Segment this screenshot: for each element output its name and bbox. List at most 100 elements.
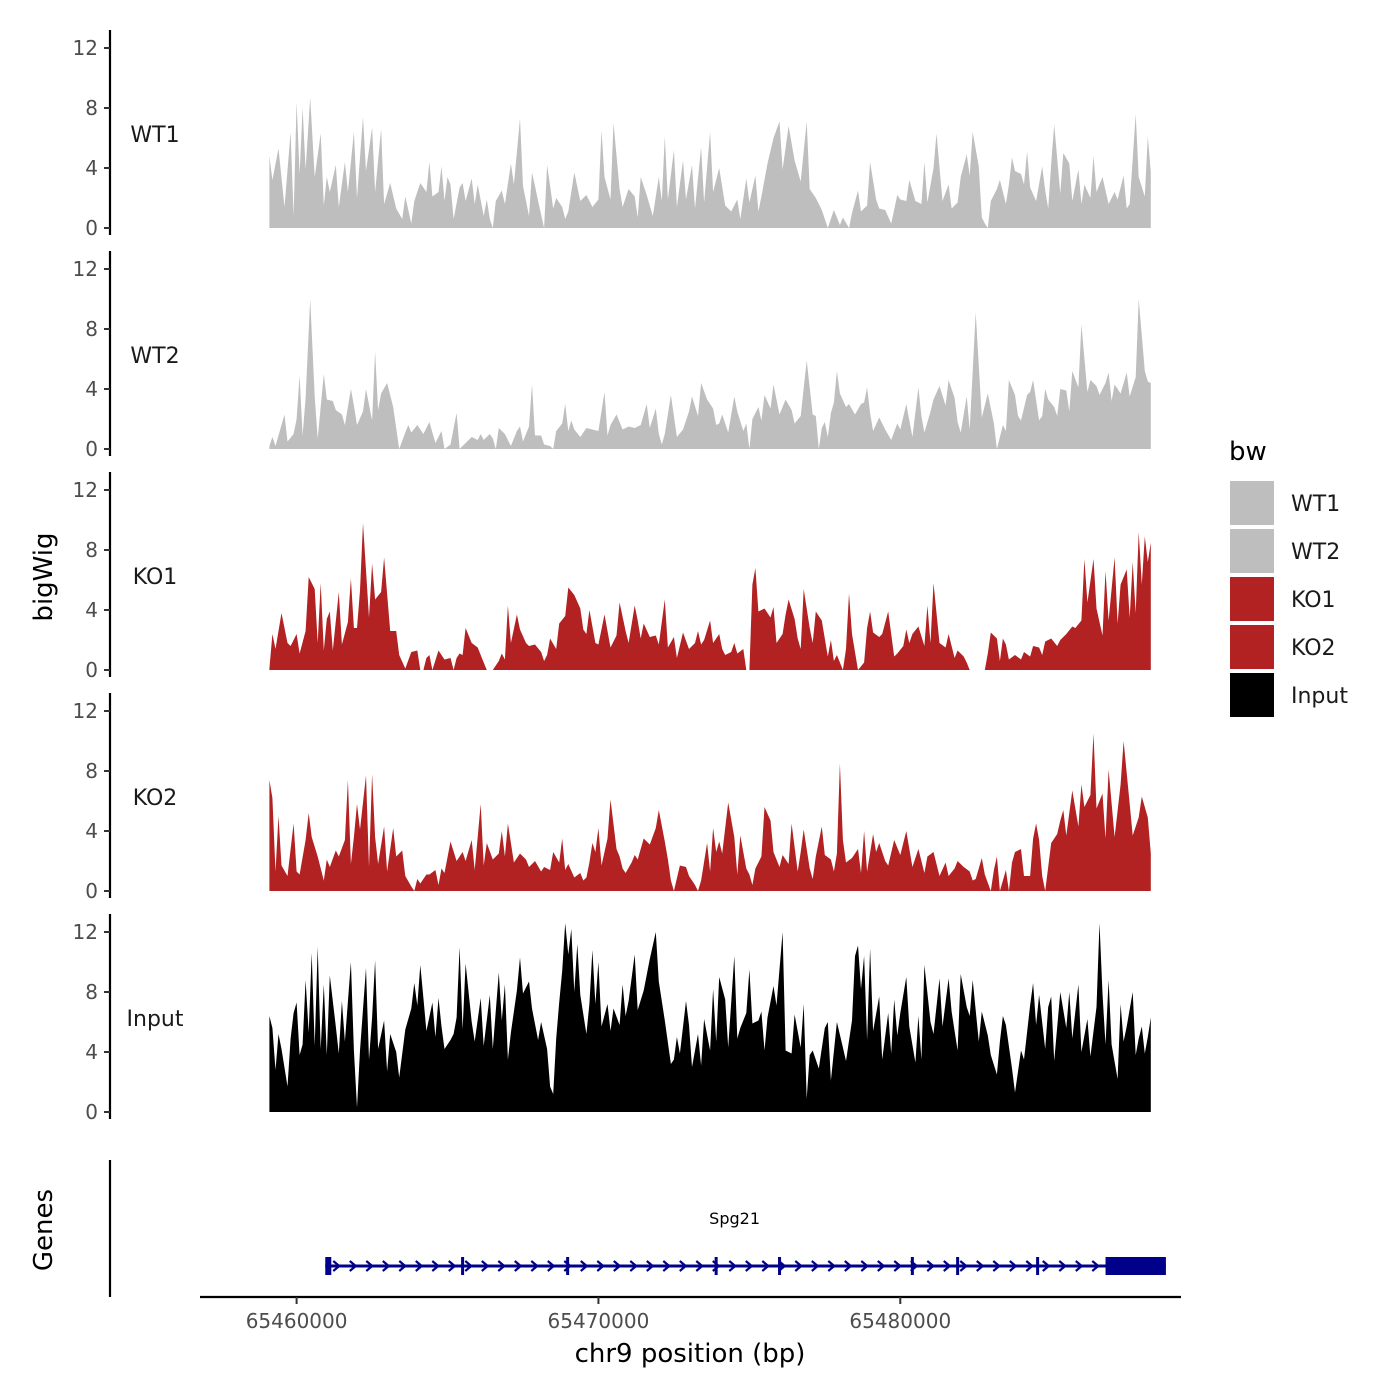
y-tick-label: 12: [73, 257, 98, 281]
strand-chevron: [811, 1260, 820, 1272]
coverage-area-input: [269, 923, 1151, 1112]
gene-exon: [910, 1257, 914, 1275]
strand-chevron: [1009, 1260, 1018, 1272]
strand-chevron: [893, 1260, 902, 1272]
y-tick-label: 4: [85, 377, 98, 401]
strand-chevron: [596, 1260, 605, 1272]
x-tick-label: 65470000: [548, 1309, 650, 1333]
strand-chevron: [761, 1260, 770, 1272]
legend-title: bw: [1229, 437, 1267, 467]
legend-label-wt2: WT2: [1291, 540, 1340, 565]
strand-chevron: [1091, 1260, 1100, 1272]
y-tick-label: 12: [73, 478, 98, 502]
y-tick-label: 0: [85, 658, 98, 682]
strand-chevron: [415, 1260, 424, 1272]
y-tick-label: 4: [85, 1040, 98, 1064]
legend-label-wt1: WT1: [1291, 492, 1340, 517]
gene-exon: [1105, 1257, 1166, 1275]
strand-chevron: [497, 1260, 506, 1272]
strand-chevron: [1075, 1260, 1084, 1272]
strand-chevron: [679, 1260, 688, 1272]
strand-chevron: [662, 1260, 671, 1272]
y-tick-label: 8: [85, 96, 98, 120]
coverage-area-ko2: [269, 733, 1151, 891]
strand-chevron: [943, 1260, 952, 1272]
y-tick-label: 8: [85, 317, 98, 341]
y-tick-label: 4: [85, 598, 98, 622]
x-axis: 65460000 65470000 65480000: [200, 1295, 1181, 1333]
gene-exon: [325, 1257, 332, 1275]
y-tick-label: 0: [85, 216, 98, 240]
strand-chevron: [1058, 1260, 1067, 1272]
gene-exon: [778, 1257, 782, 1275]
strand-chevron: [481, 1260, 490, 1272]
strand-chevron: [365, 1260, 374, 1272]
legend-label-ko2: KO2: [1291, 636, 1336, 661]
gene-label-spg21: Spg21: [709, 1209, 760, 1228]
coverage-area-ko1: [269, 523, 1151, 670]
strand-chevron: [728, 1260, 737, 1272]
y-axis-title-bigwig: bigWig: [29, 532, 59, 621]
strand-chevron: [646, 1260, 655, 1272]
strand-chevron: [1025, 1260, 1034, 1272]
y-tick-label: 0: [85, 879, 98, 903]
y-tick-label: 4: [85, 156, 98, 180]
x-tick-label: 65480000: [849, 1309, 951, 1333]
y-tick-label: 8: [85, 980, 98, 1004]
strand-chevron: [629, 1260, 638, 1272]
coverage-area-wt1: [269, 97, 1151, 228]
y-tick-label: 8: [85, 759, 98, 783]
y-tick-label: 0: [85, 1100, 98, 1124]
gene-exon: [714, 1257, 718, 1275]
y-tick-label: 0: [85, 437, 98, 461]
strand-chevron: [827, 1260, 836, 1272]
strand-chevron: [695, 1260, 704, 1272]
strand-chevron: [349, 1260, 358, 1272]
gene-exon: [956, 1257, 960, 1275]
y-tick-label: 12: [73, 36, 98, 60]
strand-chevron: [547, 1260, 556, 1272]
track-label: KO1: [133, 565, 178, 590]
strand-chevron: [613, 1260, 622, 1272]
track-label: KO2: [133, 786, 178, 811]
strand-chevron: [464, 1260, 473, 1272]
legend-swatch-ko2: [1230, 625, 1274, 669]
gene-exon: [566, 1257, 570, 1275]
strand-chevron: [794, 1260, 803, 1272]
strand-chevron: [745, 1260, 754, 1272]
strand-chevron: [530, 1260, 539, 1272]
track-label: Input: [127, 1007, 184, 1032]
track-ko1: 0 4 8 12 KO1: [73, 472, 1151, 682]
gene-exon: [1036, 1257, 1040, 1275]
strand-chevron: [844, 1260, 853, 1272]
strand-chevron: [431, 1260, 440, 1272]
x-axis-title: chr9 position (bp): [575, 1339, 806, 1369]
strand-chevron: [976, 1260, 985, 1272]
track-label: WT2: [130, 344, 179, 369]
strand-chevron: [448, 1260, 457, 1272]
legend-label-ko1: KO1: [1291, 588, 1336, 613]
track-ko2: 0 4 8 12 KO2: [73, 693, 1151, 903]
track-input: 0 4 8 12 Input: [73, 914, 1151, 1124]
strand-chevron: [860, 1260, 869, 1272]
strand-chevron: [332, 1260, 341, 1272]
strand-chevron: [580, 1260, 589, 1272]
y-axis-title-genes: Genes: [29, 1189, 59, 1271]
coverage-area-wt2: [269, 299, 1151, 449]
track-wt2: 0 4 8 12 WT2: [73, 251, 1151, 461]
strand-chevron: [514, 1260, 523, 1272]
y-tick-label: 12: [73, 699, 98, 723]
legend-swatch-input: [1230, 673, 1274, 717]
strand-chevron: [992, 1260, 1001, 1272]
strand-chevron: [398, 1260, 407, 1272]
gene-exon: [461, 1257, 465, 1275]
legend-swatch-wt1: [1230, 481, 1274, 525]
strand-chevron: [926, 1260, 935, 1272]
strand-chevron: [959, 1260, 968, 1272]
gene-track: Spg21: [108, 1160, 1166, 1297]
strand-chevron: [382, 1260, 391, 1272]
legend: bw WT1 WT2 KO1 KO2 Input: [1229, 437, 1348, 717]
track-wt1: 0 4 8 12 WT1: [73, 30, 1151, 240]
y-tick-label: 12: [73, 920, 98, 944]
